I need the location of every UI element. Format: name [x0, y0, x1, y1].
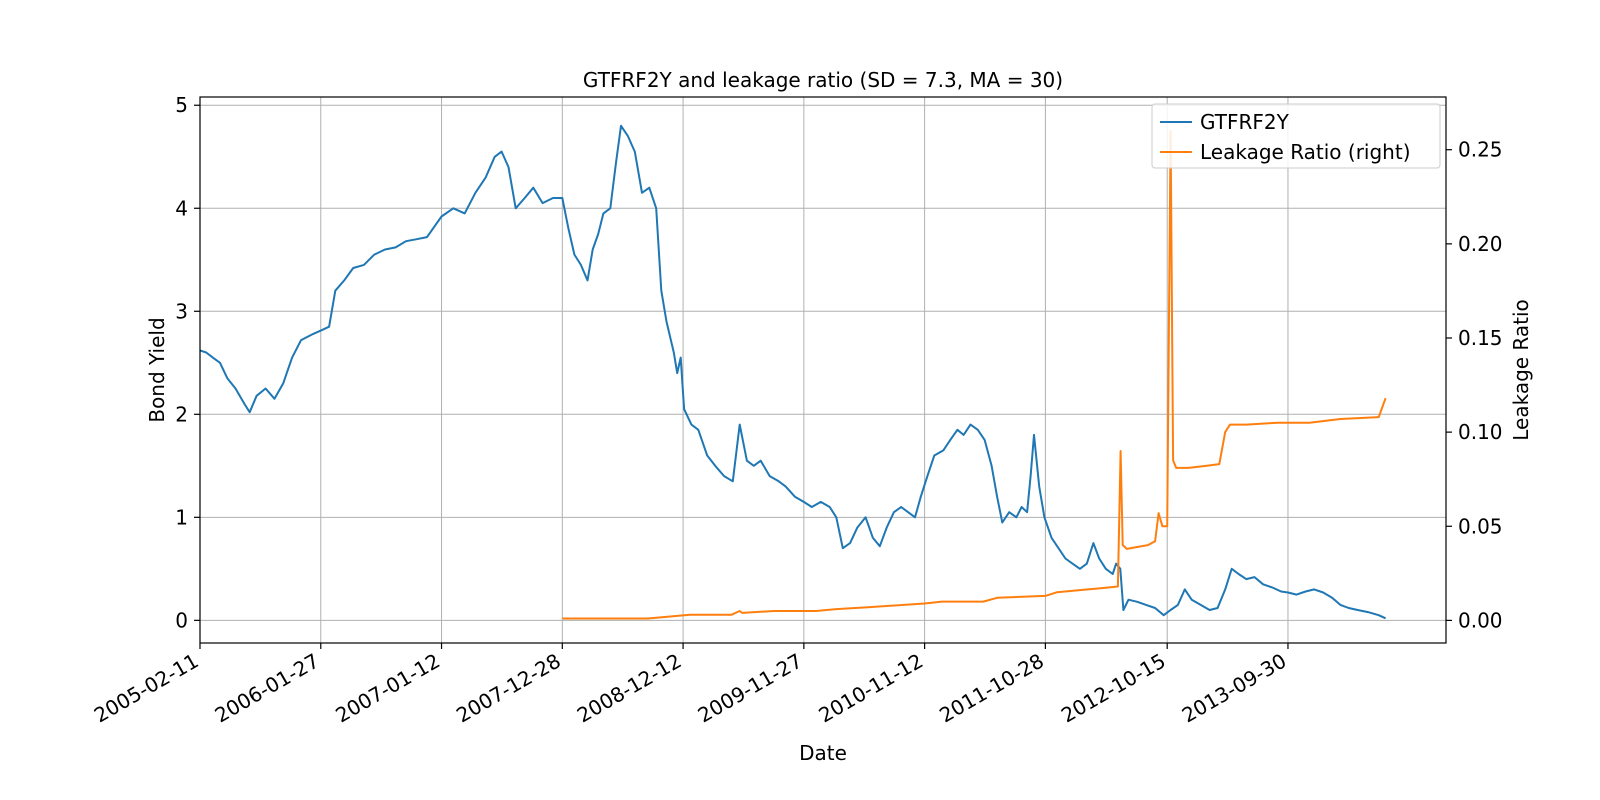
series-line-leakage-ratio-right [562, 129, 1387, 620]
legend-label-gtfrf2y: GTFRF2Y [1200, 110, 1290, 134]
chart-title: GTFRF2Y and leakage ratio (SD = 7.3, MA … [583, 68, 1063, 92]
x-tick-label: 2009-11-27 [694, 649, 807, 728]
x-tick-label: 2007-01-12 [331, 649, 444, 728]
grid [199, 97, 1446, 643]
axes: 2005-02-11 2006-01-27 2007-01-12 2007-12-28… [90, 93, 1503, 727]
series-line-gtfrf2y [199, 124, 1387, 620]
y-tick-label: 5 [175, 93, 188, 117]
y-axis-label: Bond Yield [145, 317, 169, 422]
y-tick-label: 2 [175, 402, 188, 426]
y-right-tick-label: 0.15 [1458, 326, 1503, 350]
legend-box [1151, 103, 1441, 169]
plot-frame [199, 96, 1447, 644]
legend: GTFRF2Y Leakage Ratio (right) [1151, 103, 1441, 169]
series-layer [199, 124, 1387, 620]
y-axis-right-label: Leakage Ratio [1509, 299, 1533, 441]
y-right-tick-label: 0.25 [1458, 138, 1503, 162]
x-tick-label: 2008-12-12 [573, 649, 686, 728]
x-tick-label: 2011-10-28 [935, 649, 1048, 728]
y-tick-label: 4 [175, 196, 188, 220]
x-tick-label: 2007-12-28 [452, 649, 565, 728]
y-tick-label: 0 [175, 608, 188, 632]
y-right-tick-label: 0.20 [1458, 232, 1503, 256]
x-tick-label: 2005-02-11 [90, 649, 203, 728]
y-right-tick-label: 0.10 [1458, 420, 1503, 444]
x-tick-label: 2006-01-27 [211, 649, 324, 728]
x-axis-label: Date [799, 741, 847, 765]
x-tick-label: 2012-10-15 [1057, 649, 1170, 728]
legend-label-leakage-ratio: Leakage Ratio (right) [1200, 140, 1411, 164]
y-right-tick-label: 0.05 [1458, 514, 1503, 538]
y-tick-label: 1 [175, 505, 188, 529]
x-tick-label: 2010-11-12 [814, 649, 927, 728]
x-tick-label: 2013-09-30 [1178, 649, 1291, 728]
y-tick-label: 3 [175, 299, 188, 323]
y-right-tick-label: 0.00 [1458, 608, 1503, 632]
